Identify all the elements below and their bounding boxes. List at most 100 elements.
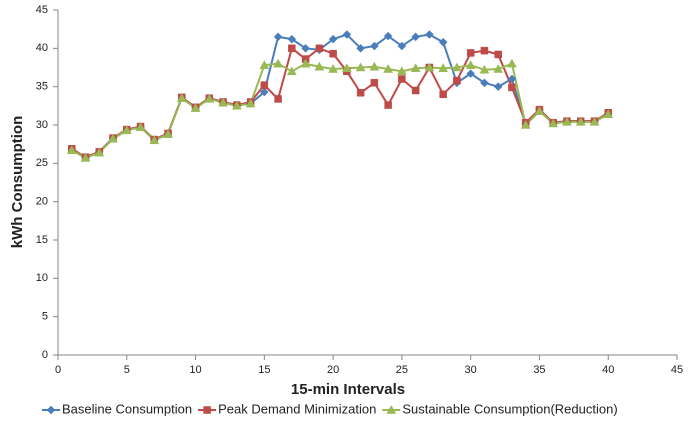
marker [273,32,283,42]
marker [396,66,407,76]
legend: Baseline Consumption Peak Demand Minimiza… [42,401,618,416]
marker [273,58,284,68]
marker [575,116,586,126]
x-tick-label: 20 [327,364,339,376]
marker [398,75,406,83]
marker [411,86,420,95]
marker [203,406,211,414]
marker [190,103,201,112]
marker [149,135,160,145]
marker [108,133,118,143]
legend-item: Baseline Consumption [42,401,192,416]
legend-item: Sustainable Consumption(Reduction) [382,401,618,416]
marker [370,79,379,87]
marker [603,109,614,119]
y-tick-label: 10 [36,272,48,284]
marker [548,118,559,128]
marker [439,90,447,99]
marker [231,100,242,110]
marker [259,60,270,69]
marker [314,61,325,71]
marker [355,62,366,72]
x-tick-label: 30 [465,364,477,376]
y-tick-label: 15 [36,234,48,246]
marker [80,152,91,162]
marker [466,49,475,57]
marker [534,106,545,115]
marker [66,145,77,155]
y-tick-label: 20 [36,196,48,208]
legend-label: Baseline Consumption [62,401,192,416]
marker [163,129,173,138]
y-tick-label: 0 [42,349,48,361]
marker [315,44,324,53]
x-tick-label: 0 [55,364,61,376]
marker [288,44,296,53]
marker [46,405,56,415]
marker [301,43,310,53]
legend-item: Peak Demand Minimization [198,401,376,416]
marker [274,95,282,103]
marker [370,41,379,51]
marker [300,58,311,68]
marker [286,66,297,76]
marker [562,116,572,126]
marker [466,69,476,78]
marker [383,64,394,73]
marker [329,49,337,58]
x-tick-label: 10 [189,364,201,376]
marker [356,43,365,53]
marker [384,101,392,109]
marker [411,32,420,42]
marker [479,64,490,74]
y-tick-label: 5 [42,311,48,323]
series-line [71,62,609,160]
marker [480,46,489,55]
legend-label: Sustainable Consumption(Reduction) [402,401,617,416]
marker [493,82,503,92]
marker [386,404,397,414]
y-tick-label: 30 [36,119,48,131]
marker [397,41,407,51]
marker [425,30,434,39]
x-tick-label: 15 [258,364,270,376]
marker [424,62,435,72]
x-tick-label: 45 [671,364,683,376]
marker [438,37,448,47]
marker [218,97,228,107]
marker [507,58,517,68]
marker [328,64,339,73]
marker [204,93,215,103]
marker [507,74,517,84]
marker [176,93,187,102]
marker [260,81,269,89]
y-tick-label: 35 [36,81,48,93]
marker [465,60,476,69]
marker [342,30,352,39]
marker [508,83,516,92]
marker [410,63,421,73]
marker [520,119,531,129]
x-tick-label: 5 [124,364,130,376]
y-axis-title: kWh Consumption [9,116,26,248]
marker [493,64,504,73]
marker [121,125,132,135]
marker [369,61,380,71]
marker [341,63,352,73]
y-tick-label: 25 [36,157,48,169]
y-tick-label: 40 [36,42,48,54]
marker [451,62,462,72]
x-tick-label: 40 [602,364,614,376]
x-tick-label: 25 [396,364,408,376]
marker [135,122,146,132]
marker [94,147,105,157]
marker [287,34,297,44]
marker [480,78,489,88]
legend-label: Peak Demand Minimization [218,401,376,416]
marker [438,63,449,73]
marker [383,31,393,41]
x-tick-label: 35 [533,364,545,376]
marker [328,34,338,44]
marker [453,76,461,85]
